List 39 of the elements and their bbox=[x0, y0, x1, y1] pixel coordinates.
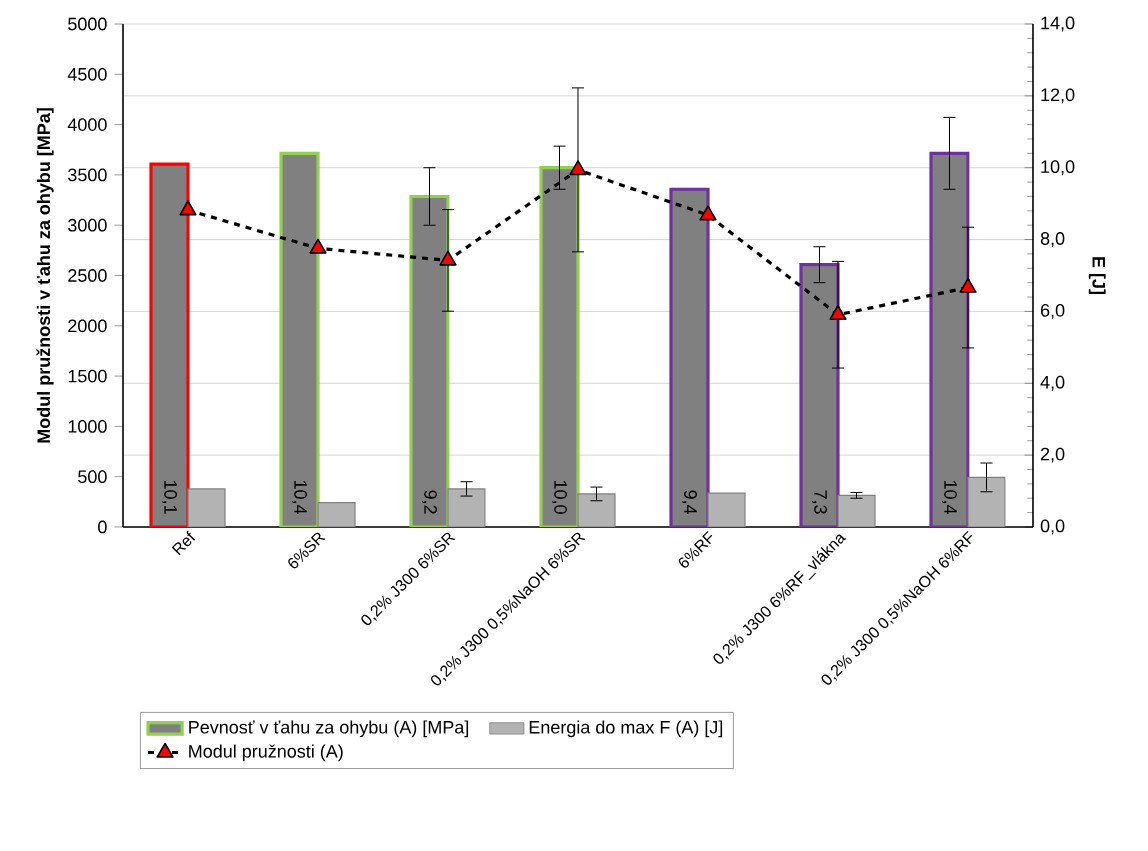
y-tick-label: 3500 bbox=[68, 168, 107, 182]
y-tick-label: 1500 bbox=[68, 369, 107, 383]
y-tick-label: 3000 bbox=[68, 218, 107, 232]
y2-tick-label: 2,0 bbox=[1040, 447, 1065, 463]
y-tick-label: 4000 bbox=[67, 118, 107, 131]
y2-tick-label: 8,0 bbox=[1040, 232, 1065, 247]
point bbox=[959, 277, 977, 293]
y2-tick-label: 14,0 bbox=[1041, 16, 1075, 32]
y-tick-label: 0 bbox=[98, 520, 107, 534]
data-label: 10,4 bbox=[942, 480, 957, 515]
y2-tick-label: 12,0 bbox=[1041, 88, 1075, 104]
data-label: 10,1 bbox=[162, 480, 177, 514]
y-axis-title: Modul pružnosti v ťahu za ohybu [MPa] bbox=[36, 108, 54, 443]
y2-tick-label: 6,0 bbox=[1040, 303, 1065, 319]
y2-tick-label: 0,0 bbox=[1040, 519, 1065, 535]
point bbox=[569, 160, 587, 176]
data-label: 9,4 bbox=[682, 490, 697, 515]
data-label: 7,3 bbox=[812, 490, 827, 514]
legend-label: Modul pružnosti (A) bbox=[189, 744, 343, 762]
y-tick-label: 5000 bbox=[68, 17, 107, 31]
point bbox=[179, 200, 197, 216]
y2-tick-label: 10,0 bbox=[1041, 160, 1075, 176]
data-label: 10,4 bbox=[292, 480, 307, 515]
y2-axis-title: E [J] bbox=[1088, 257, 1106, 294]
point bbox=[699, 205, 717, 221]
data-label: 9,2 bbox=[422, 490, 437, 514]
legend-label: Energia do max F (A) [J] bbox=[529, 720, 723, 738]
legend-label: Pevnosť v ťahu za ohybu (A) [MPa] bbox=[189, 720, 469, 738]
y2-tick-label: 4,0 bbox=[1040, 375, 1065, 391]
y-tick-label: 1000 bbox=[68, 420, 107, 433]
point bbox=[439, 250, 457, 266]
y-tick-label: 500 bbox=[78, 470, 107, 484]
y-tick-label: 2500 bbox=[68, 269, 107, 282]
point bbox=[309, 238, 327, 254]
point bbox=[829, 304, 847, 321]
y-tick-label: 2000 bbox=[68, 319, 107, 333]
y-tick-label: 4500 bbox=[67, 67, 107, 81]
data-label: 10,0 bbox=[552, 480, 567, 514]
x-tick-label: Ref bbox=[171, 530, 196, 556]
